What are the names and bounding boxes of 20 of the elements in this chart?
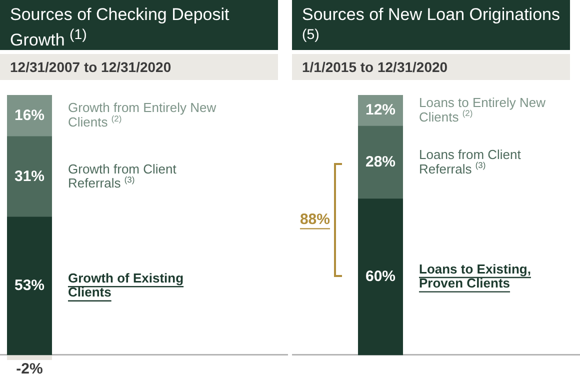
data-label: 53%	[14, 277, 45, 294]
text: Growth of Existing Clients	[68, 270, 184, 300]
chart-title: Sources of Checking Deposit Growth $^{(1)}$	[0, 0, 278, 50]
data-label: 60%	[365, 268, 396, 286]
text: Loans from Client Referrals (3)	[419, 146, 521, 176]
data-label: 12%	[365, 102, 396, 119]
text: Loans to Entirely New Clients (2)	[419, 95, 546, 124]
chart-subtitle: 12/31/2007 to 12/31/2020	[0, 54, 278, 80]
bar	[7, 354, 52, 360]
text: Growth from Client Referrals (3)	[68, 161, 176, 191]
chart-subtitle: 1/1/2015 to 12/31/2020	[292, 54, 570, 80]
annotation: 88%	[300, 210, 330, 228]
data-label: 28%	[365, 154, 396, 171]
text: Growth from Entirely New Clients (2)	[68, 100, 216, 130]
data-label: 31%	[14, 168, 45, 185]
bar	[7, 216, 52, 356]
series-label: Loans to Existing, Proven Clients	[419, 261, 531, 291]
data-label: 16%	[14, 106, 45, 124]
data-label: -2%	[16, 360, 43, 378]
bar	[7, 136, 52, 218]
